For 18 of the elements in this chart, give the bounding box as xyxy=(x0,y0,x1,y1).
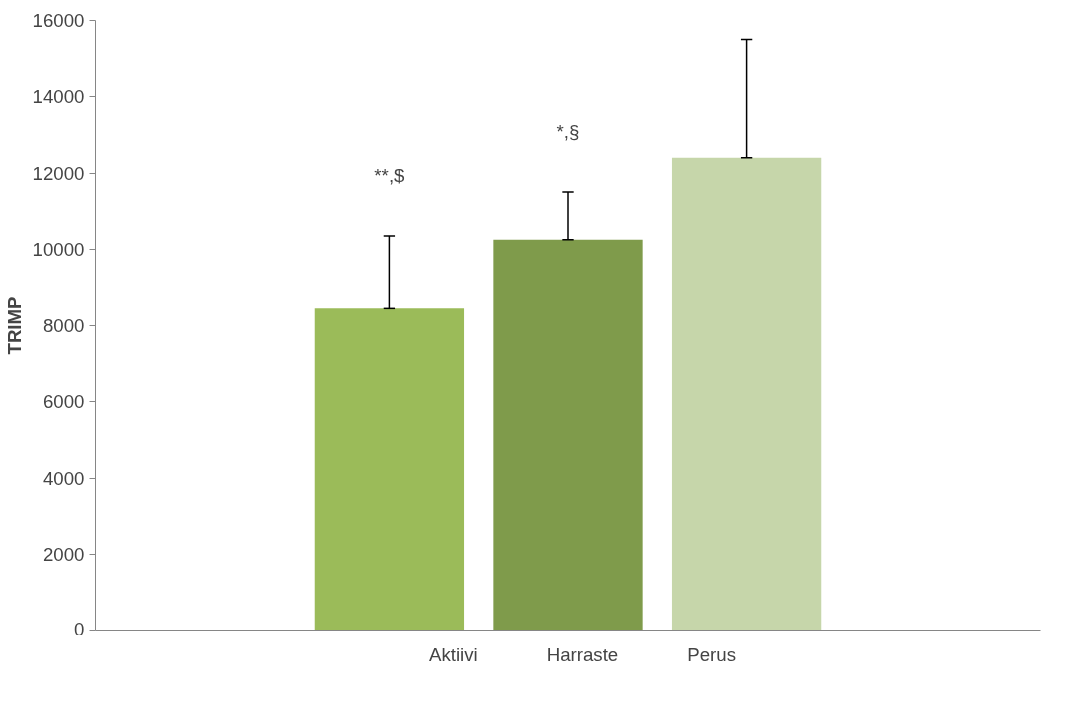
annotation: **,$ xyxy=(374,164,406,186)
y-axis-title: TRIMP xyxy=(3,296,25,355)
series-label: Aktiivi xyxy=(428,644,478,666)
y-tick-label: 8000 xyxy=(43,315,85,336)
y-tick-label: 16000 xyxy=(32,10,85,31)
bar xyxy=(314,308,465,631)
series-label: Harraste xyxy=(546,644,619,666)
bar xyxy=(671,157,822,631)
y-tick-label: 6000 xyxy=(43,391,85,413)
bar xyxy=(493,239,643,631)
y-tick-label: 12000 xyxy=(32,162,85,184)
annotation: *,§ xyxy=(556,121,580,143)
y-tick-label: 4000 xyxy=(43,467,85,489)
y-tick-label: 2000 xyxy=(43,543,85,565)
series-label: Perus xyxy=(687,644,737,666)
y-tick-label: 14000 xyxy=(32,86,85,108)
y-tick-label: 0 xyxy=(74,618,85,640)
y-tick-label: 10000 xyxy=(32,238,85,260)
